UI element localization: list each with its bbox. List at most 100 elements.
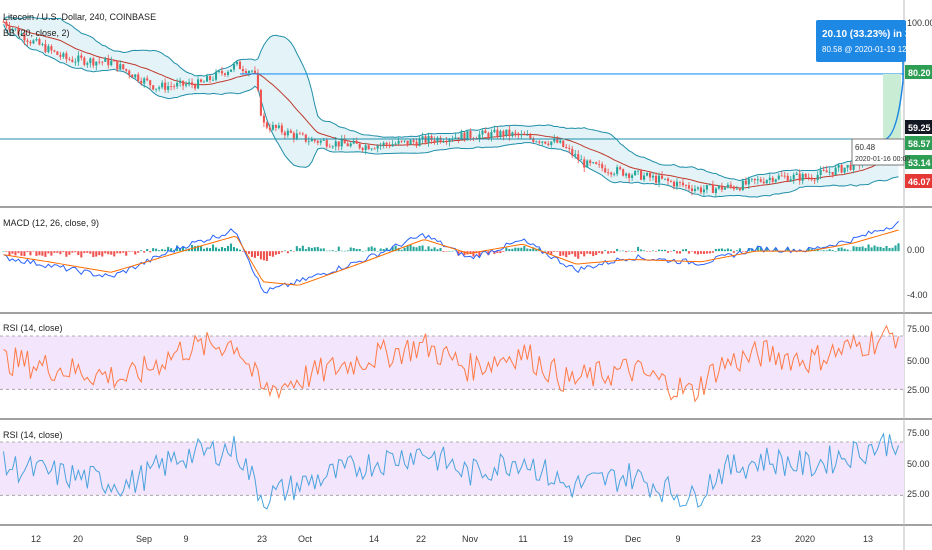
macd-hist-bar xyxy=(409,244,412,252)
candle-body xyxy=(238,61,242,70)
candle-body xyxy=(191,82,194,85)
candle-body xyxy=(589,160,592,163)
candle-body xyxy=(813,179,816,181)
macd-hist-bar xyxy=(229,243,233,252)
macd-hist-bar xyxy=(197,245,200,252)
candle-body xyxy=(765,180,768,184)
macd-hist-bar xyxy=(5,251,8,252)
macd-hist-bar xyxy=(370,246,373,252)
macd-hist-bar xyxy=(89,251,92,254)
candle-body xyxy=(220,71,224,74)
candle-body xyxy=(801,174,804,181)
macd-hist-bar xyxy=(559,251,562,256)
candle-body xyxy=(795,173,798,175)
macd-hist-bar xyxy=(424,249,427,252)
macd-hist-bar xyxy=(553,251,556,252)
macd-hist-bar xyxy=(412,246,415,252)
y-tick-label: 50.00 xyxy=(907,356,930,366)
candle-body xyxy=(385,142,388,145)
macd-hist-bar xyxy=(23,251,26,257)
candle-body xyxy=(346,143,349,147)
macd-pane[interactable] xyxy=(2,220,900,294)
candle-body xyxy=(32,40,35,44)
macd-hist-bar xyxy=(17,251,20,254)
macd-hist-bar xyxy=(714,249,717,252)
candle-body xyxy=(484,130,487,134)
y-tick-label: 0.00 xyxy=(907,245,925,255)
macd-hist-bar xyxy=(660,249,664,252)
macd-hist-bar xyxy=(208,248,212,252)
macd-hist-bar xyxy=(622,250,625,252)
macd-hist-bar xyxy=(556,251,559,252)
candle-body xyxy=(319,140,322,143)
macd-hist-bar xyxy=(628,250,631,252)
candle-body xyxy=(301,133,304,135)
candle-body xyxy=(137,74,140,81)
candle-body xyxy=(44,44,47,53)
candle-body xyxy=(628,173,631,178)
macd-hist-bar xyxy=(445,251,448,252)
candle-body xyxy=(640,170,643,180)
candle-body xyxy=(125,69,128,71)
price-badge xyxy=(905,120,932,134)
macd-hist-bar xyxy=(514,247,517,252)
macd-legend: MACD (12, 26, close, 9) xyxy=(3,218,99,228)
candle-body xyxy=(50,46,53,51)
candle-body xyxy=(502,131,505,136)
macd-hist-bar xyxy=(235,248,239,252)
macd-hist-bar xyxy=(56,251,59,253)
candle-body xyxy=(517,133,520,136)
candle-body xyxy=(840,165,843,173)
candle-body xyxy=(331,146,334,148)
candle-body xyxy=(337,141,340,147)
price-pane[interactable] xyxy=(0,16,904,198)
macd-hist-bar xyxy=(723,249,726,252)
macd-hist-bar xyxy=(182,247,185,252)
candle-body xyxy=(442,141,445,143)
macd-hist-bar xyxy=(280,251,283,253)
candle-body xyxy=(771,177,774,182)
candle-body xyxy=(349,143,352,147)
macd-hist-bar xyxy=(879,246,882,252)
candle-body xyxy=(89,58,92,64)
macd-hist-bar xyxy=(735,250,738,252)
macd-hist-bar xyxy=(226,245,230,252)
macd-hist-bar xyxy=(810,248,813,252)
candle-body xyxy=(328,146,331,148)
macd-hist-bar xyxy=(271,251,274,257)
macd-hist-bar xyxy=(241,251,245,252)
macd-hist-bar xyxy=(349,247,352,252)
candle-body xyxy=(792,174,795,180)
rsi-pane-1[interactable] xyxy=(0,324,904,403)
macd-hist-bar xyxy=(669,251,673,252)
macd-hist-bar xyxy=(607,251,610,254)
candle-body xyxy=(223,73,227,75)
candle-body xyxy=(53,50,56,52)
candle-body xyxy=(565,146,568,148)
macd-hist-bar xyxy=(876,246,879,252)
candle-body xyxy=(173,86,176,88)
rsi-band xyxy=(0,336,904,390)
price-badge xyxy=(905,136,932,150)
point-tooltip: 60.48 2020-01-16 00:00 xyxy=(851,138,910,166)
macd-hist-bar xyxy=(65,251,68,257)
candle-body xyxy=(481,130,484,135)
candle-body xyxy=(283,132,286,136)
rsi-pane-2[interactable] xyxy=(0,432,904,510)
macd-hist-bar xyxy=(194,246,197,252)
macd-hist-bar xyxy=(11,251,14,254)
macd-hist-bar xyxy=(62,251,65,253)
candle-body xyxy=(80,55,83,58)
candle-body xyxy=(122,64,125,70)
macd-hist-bar xyxy=(825,250,828,252)
candle-body xyxy=(418,139,421,146)
point-tooltip-line1: 60.48 xyxy=(855,143,876,152)
measure-tooltip[interactable]: 20.10 (33.23%) in 3d 12 80.58 @ 2020-01-… xyxy=(816,20,931,62)
candle-body xyxy=(478,134,481,139)
candle-body xyxy=(188,82,191,85)
y-tick-label: 50.00 xyxy=(907,459,930,469)
candle-body xyxy=(577,154,580,160)
macd-hist-bar xyxy=(391,246,394,252)
candle-body xyxy=(277,125,280,128)
